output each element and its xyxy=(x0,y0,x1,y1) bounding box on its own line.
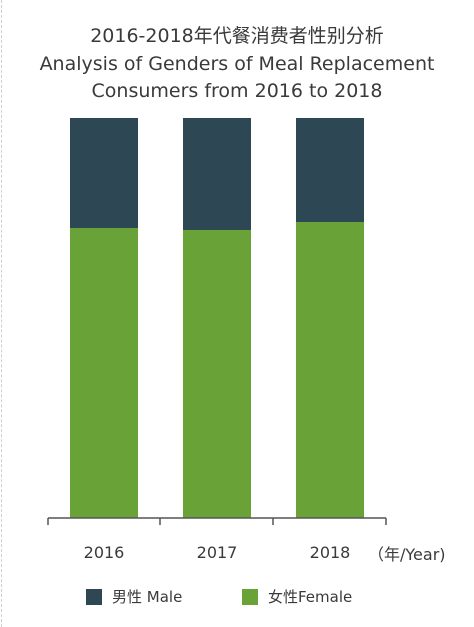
chart-title-line-3: Consumers from 2016 to 2018 xyxy=(91,80,383,102)
x-tick-label-2017: 2017 xyxy=(197,543,238,562)
chart-title-line-2: Analysis of Genders of Meal Replacement xyxy=(39,53,435,75)
bar-2018-male xyxy=(296,118,364,222)
x-axis-unit-label: （年/Year) xyxy=(368,545,446,564)
legend-label-male: 男性 Male xyxy=(112,588,183,606)
chart-title-line-1: 2016-2018年代餐消费者性别分析 xyxy=(90,25,384,47)
left-dashed-border xyxy=(1,0,2,627)
chart-legend: 男性 Male 女性Female xyxy=(0,586,474,608)
bar-2017-female xyxy=(183,230,251,518)
bar-2016-male xyxy=(70,118,138,228)
legend-swatch-female xyxy=(242,588,258,605)
legend-swatch-male xyxy=(86,588,102,605)
legend-label-female: 女性Female xyxy=(268,588,353,606)
legend-item-female: 女性Female xyxy=(242,586,352,607)
bar-2017-male xyxy=(183,118,251,230)
bar-2016-female xyxy=(70,228,138,518)
x-tick-label-2016: 2016 xyxy=(84,543,125,562)
x-tick-label-2018: 2018 xyxy=(310,543,351,562)
bar-2018-female xyxy=(296,222,364,518)
legend-item-male: 男性 Male xyxy=(86,586,182,607)
